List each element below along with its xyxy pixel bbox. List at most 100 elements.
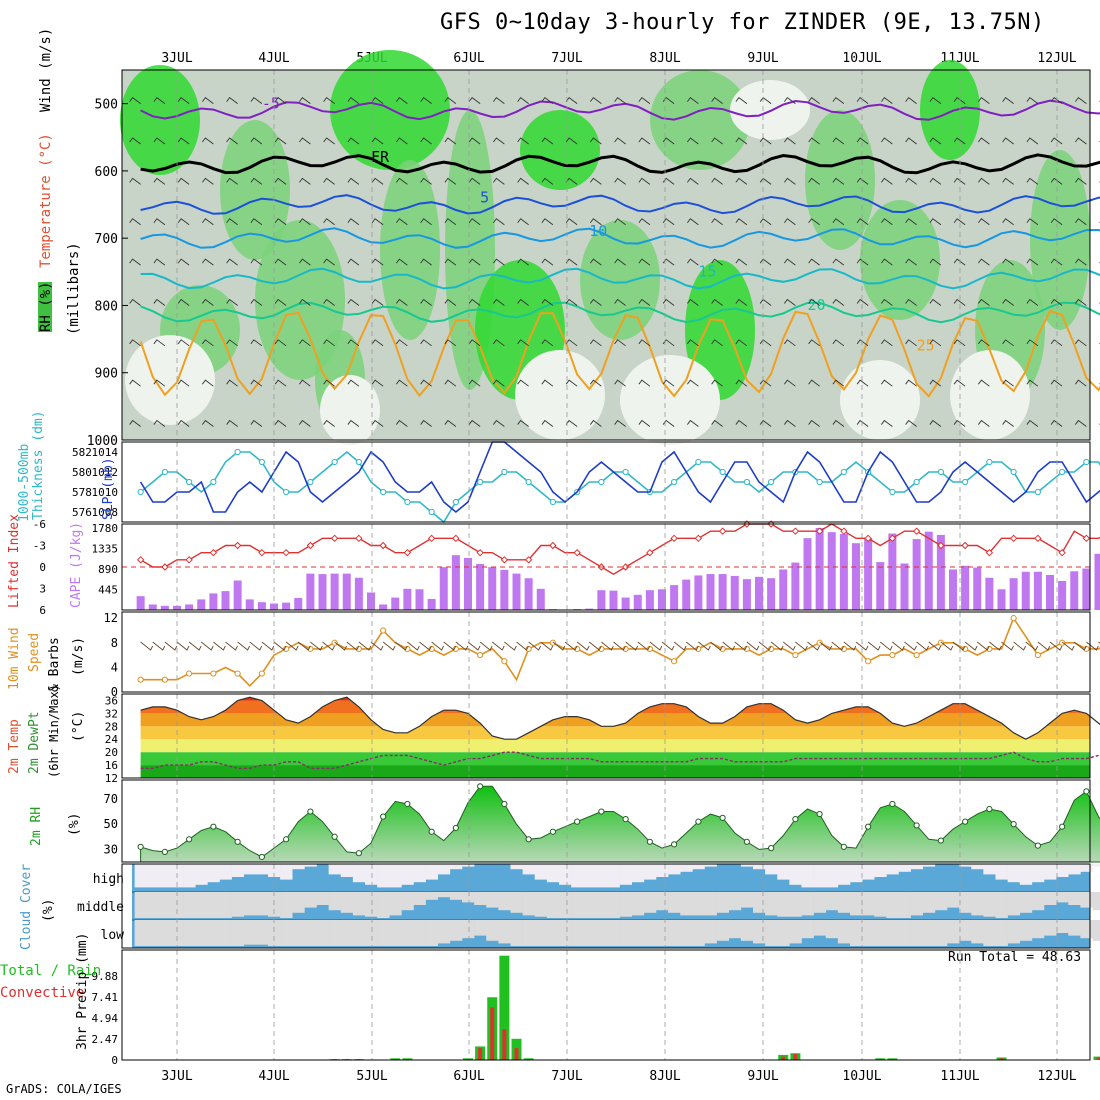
wind-barb (226, 97, 238, 104)
wind-barb (299, 339, 311, 347)
wind-barb (323, 137, 335, 145)
wind-barb (590, 218, 602, 226)
wind-barb (129, 137, 141, 145)
wind-barb (662, 258, 675, 266)
wind-barb (202, 137, 214, 145)
cape-bar (621, 597, 630, 610)
wind-speed-line-point (161, 676, 168, 683)
thickness-line-point (1010, 468, 1017, 476)
cape-tick-label: 890 (98, 563, 118, 576)
cape-bar (257, 602, 266, 610)
cloud-low-clear (1080, 920, 1093, 939)
surface-wind-barb (1037, 641, 1051, 651)
wind-barb (396, 137, 408, 145)
surface-wind-barb (722, 641, 736, 651)
wind-barb (662, 218, 675, 226)
rh-area (860, 200, 940, 320)
cloud-high-clear (1031, 864, 1045, 883)
cloud-middle-clear (1092, 892, 1100, 911)
surface-wind-barb (443, 641, 457, 651)
surface-wind-barb (734, 641, 748, 651)
wind-barb (493, 339, 505, 347)
panel-precip (121, 949, 1091, 1061)
wind-barb (323, 177, 335, 185)
rh2m-point (1083, 788, 1090, 795)
thickness-line-point (743, 478, 750, 486)
wind-barb (347, 419, 360, 427)
cloud-high-clear (559, 864, 572, 885)
cloud-high-clear (740, 864, 754, 867)
surface-wind-barb (807, 641, 820, 651)
wind-barb (1050, 218, 1063, 226)
wind-barb (687, 177, 699, 185)
cloud-low-clear (728, 920, 742, 939)
wind-barb (468, 177, 481, 185)
wind-barb (274, 97, 287, 104)
wind-barb (493, 177, 505, 185)
wind-barb (1075, 258, 1087, 266)
cape-bar (742, 579, 751, 610)
precip-convective-bar (1096, 1057, 1100, 1060)
wind-barb (153, 379, 166, 387)
pressure-tick-label: 800 (95, 299, 118, 314)
cape-bar (367, 592, 375, 610)
cloud-middle-clear (947, 892, 960, 908)
cloud-high-clear (389, 864, 402, 888)
thickness-line-point (283, 488, 290, 496)
cloud-high-clear (510, 864, 523, 870)
contour-label: 15 (698, 263, 716, 281)
surface-wind-barb (431, 641, 445, 651)
cape-bar (985, 577, 994, 610)
wind-speed-line-point (1010, 615, 1017, 622)
wind-barb (1026, 379, 1039, 387)
wind-barb (978, 137, 990, 145)
wind-barb (250, 218, 263, 226)
wind-barb (493, 419, 505, 427)
wind-barb (153, 177, 166, 185)
wind-barb (202, 218, 214, 226)
cloud-low-clear (837, 920, 851, 944)
surface-wind-barb (855, 641, 869, 651)
cloud-middle-clear (292, 892, 305, 913)
thickness-line-point (501, 468, 508, 476)
wind-barb (493, 379, 505, 387)
thickness-line-point (889, 488, 896, 496)
cape-bar (1058, 580, 1067, 610)
rh2m-units-label: (%) (67, 813, 82, 836)
rh2m-point (161, 848, 168, 856)
wind-barb (468, 97, 481, 104)
cloud-low-clear (643, 920, 657, 946)
cloud-low-clear (486, 920, 499, 941)
surface-wind-barb (261, 641, 275, 651)
wind-barb (881, 258, 893, 266)
run-total-label: Run Total = 48.63 (948, 950, 1082, 965)
rh2m-point (307, 808, 314, 815)
cloud-high-clear (571, 864, 584, 888)
wind-barb (590, 97, 602, 104)
cape-bar (197, 599, 206, 610)
wind-barb (153, 97, 166, 104)
wind-barb (371, 419, 384, 427)
cloud-low-clear (983, 920, 996, 946)
rh-dry-area (515, 350, 605, 440)
rh2m-point (137, 843, 144, 850)
wind-barb (929, 137, 942, 145)
cloud-middle-clear (971, 892, 984, 916)
wind-barb (250, 137, 263, 145)
thickness-line-point (840, 468, 847, 476)
wind-barb (517, 298, 529, 306)
lifted-index-point (136, 556, 145, 564)
surface-wind-barb (516, 641, 529, 651)
rh2m-point (962, 818, 969, 825)
cape-bar (536, 588, 545, 610)
cloud-low-clear (862, 920, 875, 946)
cloud-high-clear (546, 864, 560, 883)
lifted-index-point (670, 534, 678, 543)
cape-bar (1021, 571, 1030, 610)
day-label-bottom: 8JUL (649, 1069, 680, 1084)
temperature-contour (140, 227, 1100, 249)
wind-barb (638, 419, 651, 427)
rh-dry-area (125, 335, 215, 425)
wind-speed-line-point (865, 658, 872, 665)
thickness-line-point (986, 458, 993, 466)
